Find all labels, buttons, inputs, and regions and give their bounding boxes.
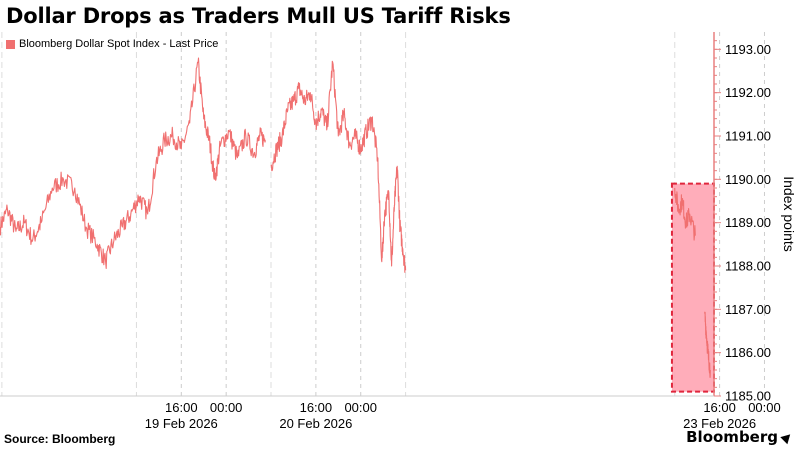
series-line <box>270 60 407 273</box>
y-tick-label: 1188.00 <box>725 259 771 274</box>
x-tick-label: 00:00 <box>210 400 243 415</box>
legend: Bloomberg Dollar Spot Index - Last Price <box>6 38 218 50</box>
x-tick-label: 16:00 <box>703 400 736 415</box>
highlight-region <box>670 182 715 393</box>
y-axis-title: Index points <box>781 176 797 252</box>
y-tick-label: 1185.00 <box>725 389 771 404</box>
x-tick-label: 00:00 <box>748 400 781 415</box>
brand-name: Bloomberg <box>686 428 778 446</box>
y-tick-label: 1191.00 <box>725 129 771 144</box>
bloomberg-logo: Bloomberg <box>686 428 794 446</box>
x-date-label: 20 Feb 2026 <box>279 416 352 431</box>
y-tick-label: 1187.00 <box>725 302 771 317</box>
x-date-label: 23 Feb 2026 <box>683 416 756 431</box>
highlight-box <box>670 182 715 393</box>
y-tick-label: 1192.00 <box>725 85 771 100</box>
grid-lines <box>1 32 765 396</box>
x-tick-label: 00:00 <box>344 400 377 415</box>
series-lines <box>0 57 711 378</box>
series-line <box>704 311 711 378</box>
legend-label: Bloomberg Dollar Spot Index - Last Price <box>19 38 219 50</box>
series-line <box>674 187 696 241</box>
y-axis: 1185.00 1186.00 1187.00 1188.00 1189.00 1190.… <box>713 32 797 404</box>
y-tick-label: 1190.00 <box>725 172 771 187</box>
source-note: Source: Bloomberg <box>4 432 116 446</box>
y-tick-label: 1193.00 <box>725 42 771 57</box>
legend-swatch <box>6 39 15 49</box>
chart-title: Dollar Drops as Traders Mull US Tariff R… <box>6 4 511 28</box>
x-date-label: 19 Feb 2026 <box>145 416 218 431</box>
x-tick-label: 16:00 <box>165 400 198 415</box>
logo-mark-icon <box>780 430 794 444</box>
series-line <box>0 57 266 270</box>
y-tick-label: 1189.00 <box>725 215 771 230</box>
y-tick-label: 1186.00 <box>725 345 771 360</box>
x-tick-label: 16:00 <box>300 400 333 415</box>
